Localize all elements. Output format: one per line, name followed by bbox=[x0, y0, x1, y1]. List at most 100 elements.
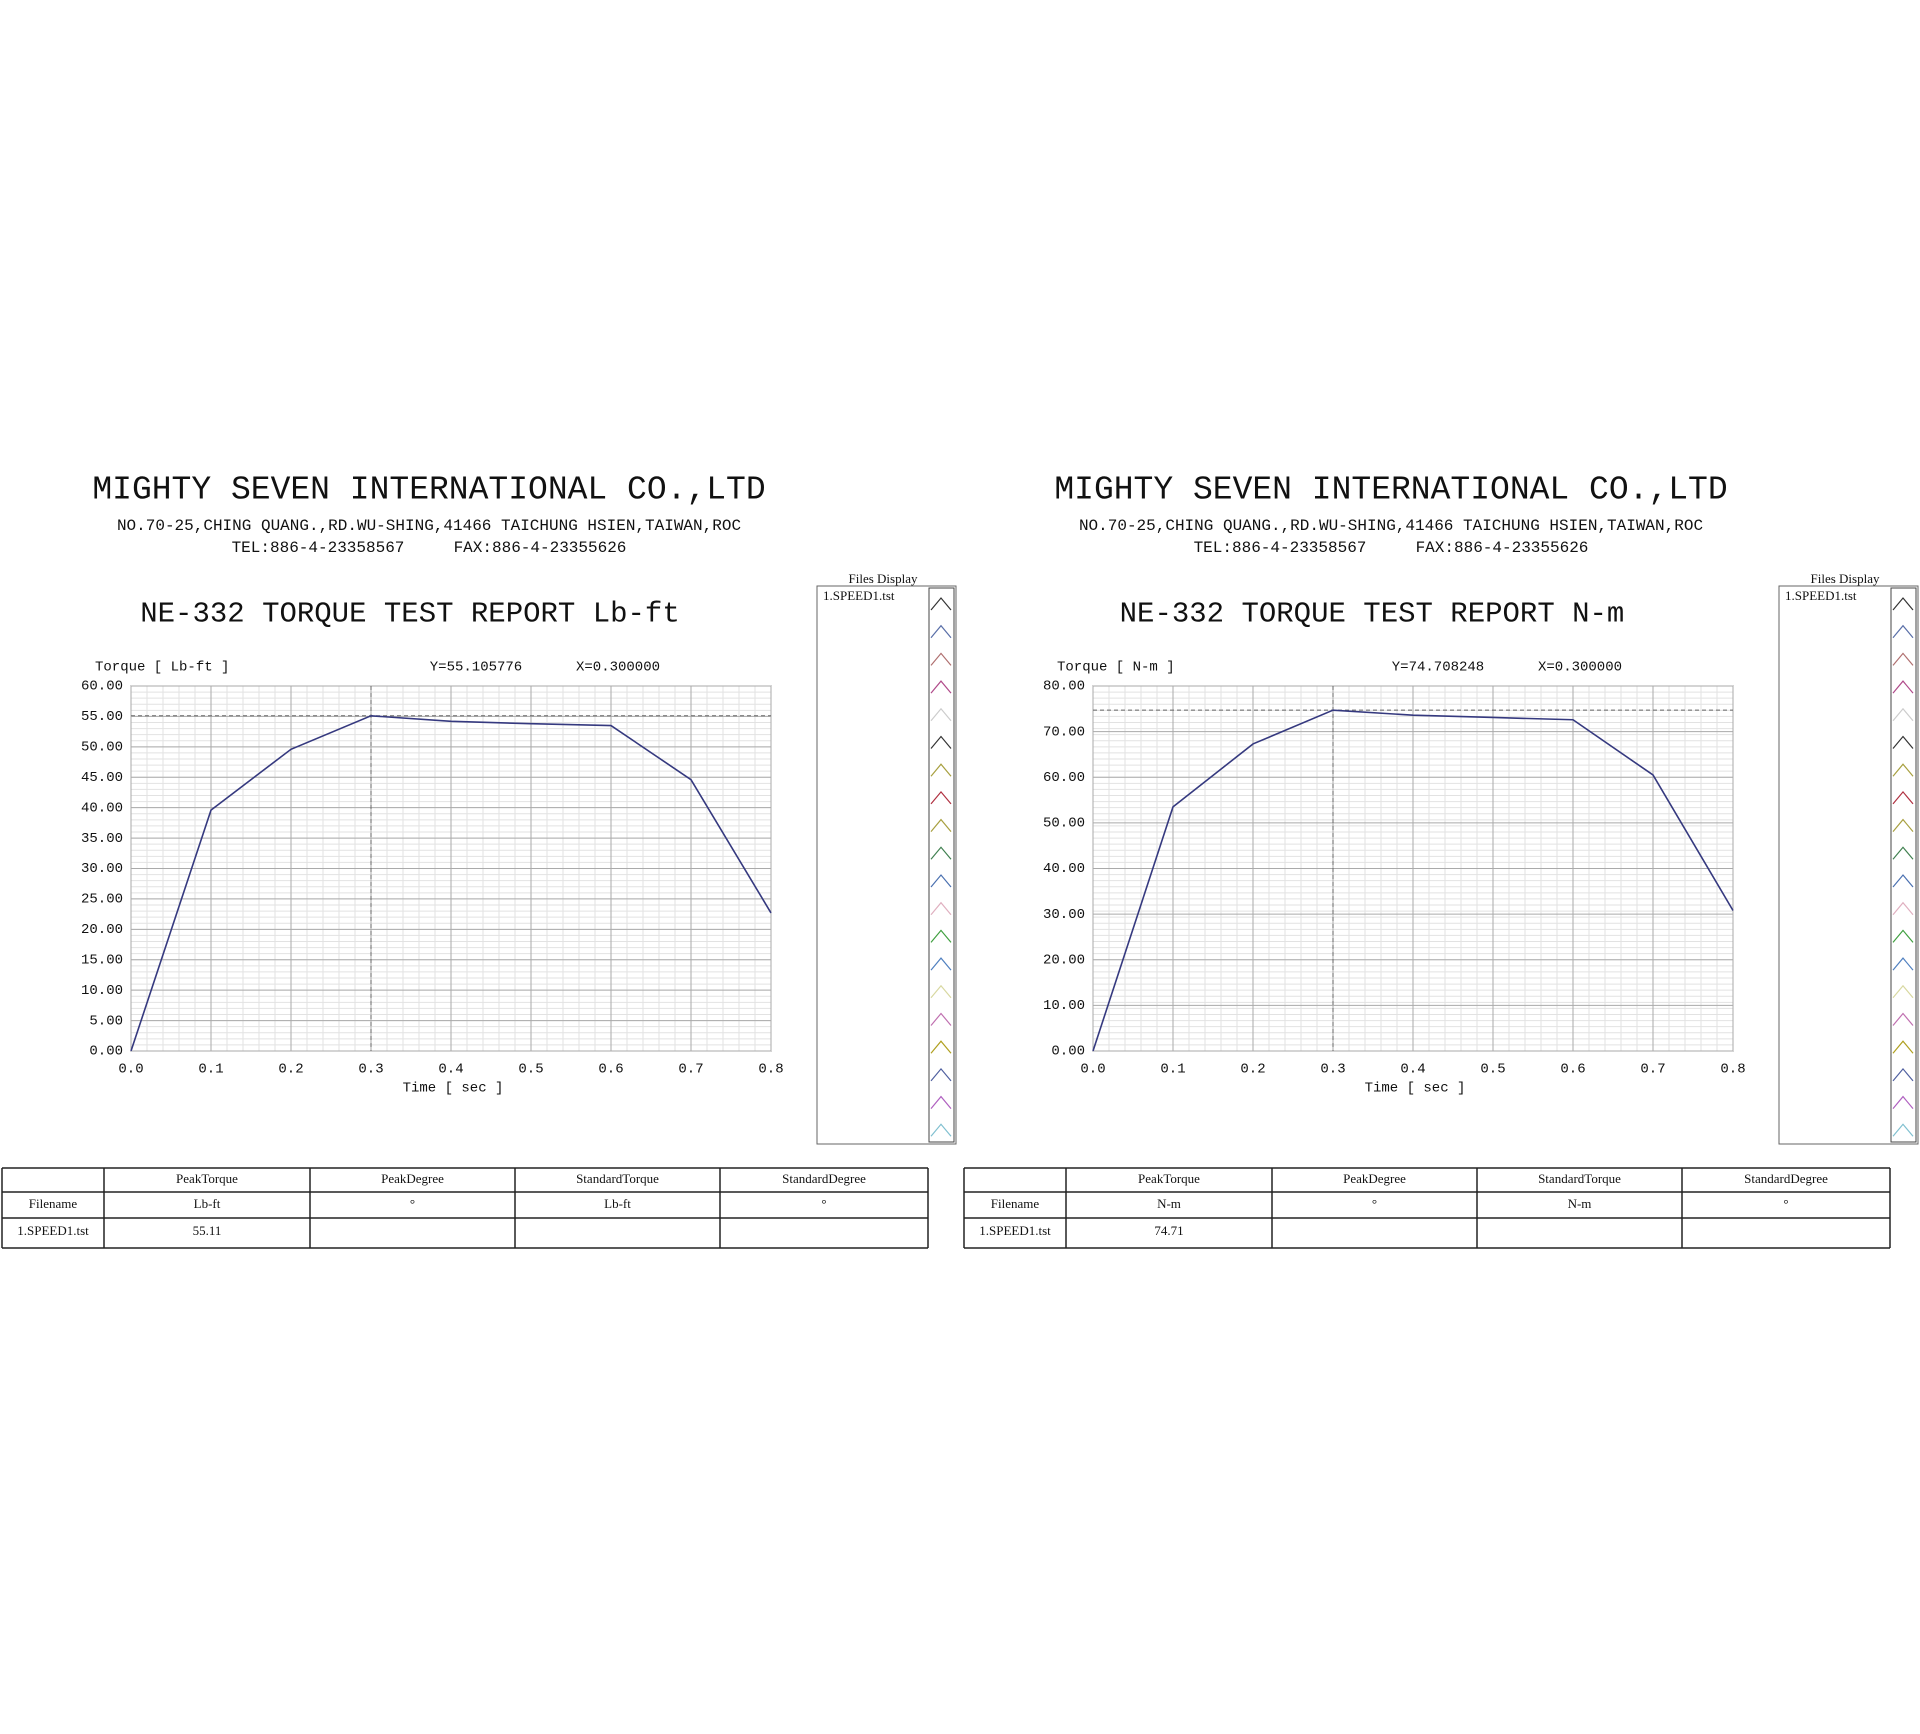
legend-icon bbox=[930, 763, 952, 777]
legend-icon bbox=[930, 1012, 952, 1026]
legend-icon bbox=[1892, 984, 1914, 999]
y-tick-label: 25.00 bbox=[81, 892, 123, 908]
column-header: PeakTorque bbox=[1138, 1171, 1200, 1186]
files-display-title: Files Display bbox=[1811, 571, 1880, 586]
legend-icon bbox=[930, 901, 952, 916]
x-tick-label: 0.2 bbox=[1240, 1062, 1265, 1078]
y-axis-label: Torque [ N-m ] bbox=[1057, 660, 1175, 676]
legend-icon bbox=[930, 1095, 952, 1109]
x-tick-label: 0.5 bbox=[518, 1062, 543, 1078]
file-cell: 1.SPEED1.tst bbox=[17, 1223, 89, 1238]
y-tick-label: 10.00 bbox=[1043, 998, 1085, 1014]
x-tick-label: 0.6 bbox=[1560, 1062, 1585, 1078]
chart-title: NE-332 TORQUE TEST REPORT N-m bbox=[1120, 598, 1625, 631]
x-tick-label: 0.8 bbox=[1720, 1062, 1745, 1078]
legend-icon bbox=[930, 735, 952, 749]
y-tick-label: 5.00 bbox=[89, 1013, 123, 1029]
legend-icon bbox=[1892, 874, 1914, 888]
x-tick-label: 0.1 bbox=[198, 1062, 223, 1078]
x-tick-label: 0.7 bbox=[678, 1062, 703, 1078]
y-tick-label: 30.00 bbox=[1043, 907, 1085, 923]
y-tick-label: 40.00 bbox=[1043, 861, 1085, 877]
x-tick-label: 0.4 bbox=[1400, 1062, 1425, 1078]
file-name: 1.SPEED1.tst bbox=[1785, 588, 1857, 603]
file-name: 1.SPEED1.tst bbox=[823, 588, 895, 603]
row-label: Filename bbox=[991, 1196, 1040, 1211]
legend-icon bbox=[1892, 901, 1914, 916]
legend-icon bbox=[930, 707, 952, 722]
x-tick-label: 0.2 bbox=[278, 1062, 303, 1078]
unit-cell: ° bbox=[821, 1196, 826, 1211]
legend-icon bbox=[1892, 818, 1914, 832]
legend-icon bbox=[930, 1040, 952, 1054]
x-tick-label: 0.4 bbox=[438, 1062, 463, 1078]
y-tick-label: 70.00 bbox=[1043, 724, 1085, 740]
column-header: PeakDegree bbox=[381, 1171, 444, 1186]
cursor-y-label: Y=55.105776 bbox=[430, 660, 522, 676]
legend-icon bbox=[1892, 929, 1914, 943]
legend-icon bbox=[1892, 1123, 1914, 1137]
legend-icon bbox=[1892, 597, 1914, 611]
column-header: PeakDegree bbox=[1343, 1171, 1406, 1186]
unit-cell: ° bbox=[1372, 1196, 1377, 1211]
column-header: StandardDegree bbox=[1744, 1171, 1828, 1186]
y-tick-label: 40.00 bbox=[81, 800, 123, 816]
unit-cell: Lb-ft bbox=[604, 1196, 631, 1211]
legend-icon bbox=[930, 680, 952, 694]
y-tick-label: 35.00 bbox=[81, 831, 123, 847]
address: NO.70-25,CHING QUANG.,RD.WU-SHING,41466 … bbox=[1079, 517, 1703, 535]
y-tick-label: 10.00 bbox=[81, 983, 123, 999]
legend-strip bbox=[1890, 587, 1917, 1143]
legend-icon bbox=[1892, 846, 1914, 860]
x-tick-label: 0.0 bbox=[118, 1062, 143, 1078]
y-tick-label: 20.00 bbox=[1043, 952, 1085, 968]
legend-icon bbox=[930, 597, 952, 611]
unit-cell: ° bbox=[410, 1196, 415, 1211]
torque-line bbox=[130, 714, 772, 1052]
legend-strip bbox=[928, 587, 955, 1143]
torque-line bbox=[1092, 709, 1734, 1052]
fax: FAX:886-4-23355626 bbox=[1416, 539, 1589, 557]
legend-icon bbox=[1892, 735, 1914, 749]
unit-cell: N-m bbox=[1568, 1196, 1592, 1211]
unit-cell: Lb-ft bbox=[194, 1196, 221, 1211]
x-tick-label: 0.8 bbox=[758, 1062, 783, 1078]
legend-icon bbox=[930, 790, 952, 805]
x-tick-label: 0.1 bbox=[1160, 1062, 1185, 1078]
y-tick-label: 45.00 bbox=[81, 770, 123, 786]
x-tick-label: 0.3 bbox=[358, 1062, 383, 1078]
y-tick-label: 60.00 bbox=[81, 679, 123, 695]
files-display-title: Files Display bbox=[849, 571, 918, 586]
files-display-box bbox=[1778, 585, 1919, 1145]
y-tick-label: 20.00 bbox=[81, 922, 123, 938]
cursor-x-label: X=0.300000 bbox=[1538, 660, 1622, 676]
x-tick-label: 0.6 bbox=[598, 1062, 623, 1078]
legend-icon bbox=[1892, 624, 1914, 639]
legend-icon bbox=[930, 1123, 952, 1137]
legend-icon bbox=[1892, 790, 1914, 805]
file-cell: 1.SPEED1.tst bbox=[979, 1223, 1051, 1238]
legend-icon bbox=[1892, 1040, 1914, 1054]
chart-title: NE-332 TORQUE TEST REPORT Lb-ft bbox=[140, 598, 680, 631]
x-tick-label: 0.3 bbox=[1320, 1062, 1345, 1078]
files-display-box bbox=[816, 585, 957, 1145]
unit-cell: N-m bbox=[1157, 1196, 1181, 1211]
legend-icon bbox=[1892, 1095, 1914, 1109]
y-tick-label: 60.00 bbox=[1043, 770, 1085, 786]
legend-icon bbox=[1892, 763, 1914, 777]
y-tick-label: 15.00 bbox=[81, 952, 123, 968]
y-tick-label: 0.00 bbox=[89, 1044, 123, 1060]
address: NO.70-25,CHING QUANG.,RD.WU-SHING,41466 … bbox=[117, 517, 741, 535]
y-tick-label: 50.00 bbox=[81, 740, 123, 756]
legend-icon bbox=[930, 957, 952, 971]
legend-icon bbox=[1892, 1067, 1914, 1082]
y-axis-label: Torque [ Lb-ft ] bbox=[95, 660, 229, 676]
column-header: StandardDegree bbox=[782, 1171, 866, 1186]
y-tick-label: 0.00 bbox=[1051, 1044, 1085, 1060]
legend-icon bbox=[1892, 680, 1914, 694]
column-header: PeakTorque bbox=[176, 1171, 238, 1186]
tel: TEL:886-4-23358567 bbox=[232, 539, 405, 557]
column-header: StandardTorque bbox=[576, 1171, 659, 1186]
